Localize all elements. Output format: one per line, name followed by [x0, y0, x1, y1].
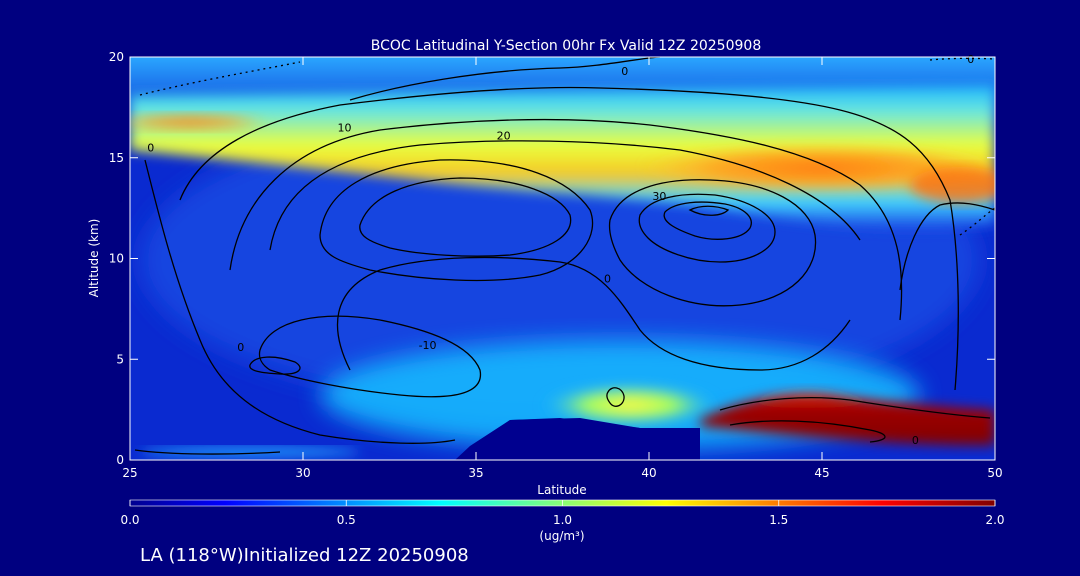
contour-label: 0 [967, 53, 974, 66]
lower-plume-core [540, 383, 720, 427]
contour-label: 0 [912, 434, 919, 447]
contour-label: -10 [419, 339, 437, 352]
colorbar-ticks: 0.0 0.5 1.0 1.5 2.0 [120, 500, 1005, 527]
colorbar-tick-label: 2.0 [985, 513, 1004, 527]
y-tick-label: 0 [116, 453, 124, 467]
surface-thin-layer [140, 447, 360, 457]
contour-surface-inner [729, 420, 886, 443]
contour-surface [719, 397, 991, 419]
footer-caption: LA (118°W)Initialized 12Z 20250908 [140, 545, 469, 566]
contour-label: 0 [237, 341, 244, 354]
x-tick-label: 45 [814, 466, 829, 480]
stratospheric-band-peak [640, 144, 995, 192]
contour-30-right [608, 179, 817, 307]
contour-label: 0 [147, 142, 154, 155]
stratospheric-band [130, 85, 995, 229]
contour-20 [229, 118, 903, 321]
y-axis-label: Altitude (km) [87, 219, 101, 298]
y-tick-label: 15 [109, 151, 124, 165]
contour-label: 0 [621, 65, 628, 78]
contour-45-right [688, 205, 730, 216]
y-axis-ticks: 0 5 10 15 20 [109, 50, 995, 467]
x-tick-label: 25 [122, 466, 137, 480]
contour-30-left [319, 159, 594, 282]
contour-lines [134, 56, 996, 455]
contour-label: 10 [338, 122, 352, 135]
surface-plume [700, 393, 995, 446]
colorbar-tick-label: 1.5 [769, 513, 788, 527]
colorbar-tick-label: 0.5 [337, 513, 356, 527]
contour-label-group: 0 0 10 20 30 -10 0 0 0 0 [147, 53, 974, 447]
x-tick-label: 30 [295, 466, 310, 480]
colorbar-tick-label: 1.0 [553, 513, 572, 527]
contour-zero-top [349, 56, 661, 101]
contour-label: 20 [497, 130, 511, 143]
x-axis-label: Latitude [537, 483, 586, 497]
terrain-mask-upper [455, 418, 700, 460]
x-axis-ticks: 25 30 35 40 45 50 [122, 57, 1003, 480]
stratospheric-band-right-peak [910, 167, 995, 203]
colorbar-unit-label: (ug/m³) [539, 529, 584, 543]
contour-zero-base [134, 449, 281, 455]
colorbar-tick-label: 0.0 [120, 513, 139, 527]
contour-right-edge [899, 202, 996, 291]
contour-35-left [359, 177, 572, 257]
y-tick-label: 20 [109, 50, 124, 64]
contour-minus10 [258, 315, 482, 398]
contour-label: 30 [652, 190, 666, 203]
contour-25 [269, 140, 861, 251]
y-tick-label: 5 [116, 352, 124, 366]
x-tick-label: 35 [468, 466, 483, 480]
stratospheric-band-left-peak [130, 114, 270, 130]
x-tick-label: 50 [987, 466, 1002, 480]
y-tick-label: 10 [109, 252, 124, 266]
plot-area [130, 57, 995, 460]
contour-zero-left [144, 159, 456, 444]
x-tick-label: 40 [641, 466, 656, 480]
contour-small-loop-1 [249, 356, 301, 375]
contour-small-loop-2 [606, 387, 625, 407]
contour-zero-mid [336, 256, 851, 371]
chart-title: BCOC Latitudinal Y-Section 00hr Fx Valid… [371, 38, 761, 54]
contour-label: 0 [604, 273, 611, 286]
contour-35-right [638, 193, 776, 263]
contour-10 [179, 86, 959, 391]
contour-40-right [663, 201, 752, 240]
contour-dotted-right [959, 207, 996, 236]
